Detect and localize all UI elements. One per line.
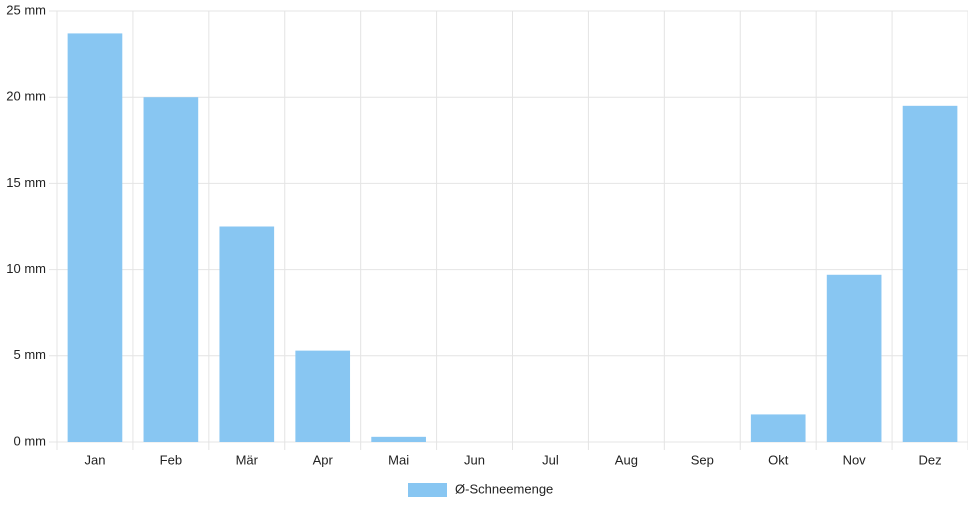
bar	[902, 105, 958, 442]
y-tick-label: 20 mm	[6, 89, 46, 104]
x-tick-label: Feb	[160, 452, 182, 467]
x-tick-label: Jul	[542, 452, 559, 467]
bar	[295, 350, 351, 442]
x-tick-label: Mai	[388, 452, 409, 467]
y-tick-label: 5 mm	[14, 347, 47, 362]
bar	[143, 97, 199, 442]
x-tick-label: Dez	[918, 452, 941, 467]
x-tick-label: Mär	[236, 452, 259, 467]
bar	[371, 436, 426, 442]
x-tick-label: Jun	[464, 452, 485, 467]
x-tick-label: Jan	[84, 452, 105, 467]
x-tick-label: Sep	[691, 452, 714, 467]
y-tick-label: 0 mm	[14, 433, 47, 448]
bar	[750, 414, 806, 442]
x-tick-label: Aug	[615, 452, 638, 467]
legend-label: Ø-Schneemenge	[455, 481, 553, 496]
bar	[826, 274, 882, 442]
bar	[219, 226, 275, 442]
x-tick-label: Okt	[768, 452, 789, 467]
y-tick-label: 10 mm	[6, 261, 46, 276]
y-tick-label: 25 mm	[6, 2, 46, 17]
x-tick-label: Apr	[313, 452, 334, 467]
x-tick-label: Nov	[843, 452, 867, 467]
bar	[67, 33, 123, 443]
y-tick-label: 15 mm	[6, 175, 46, 190]
legend-swatch	[408, 483, 447, 497]
